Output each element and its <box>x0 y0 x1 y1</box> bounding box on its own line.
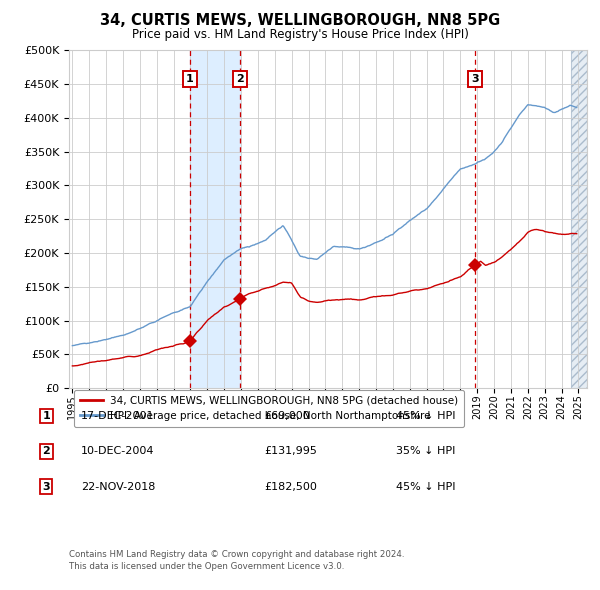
Text: 34, CURTIS MEWS, WELLINGBOROUGH, NN8 5PG: 34, CURTIS MEWS, WELLINGBOROUGH, NN8 5PG <box>100 13 500 28</box>
Bar <box>190 50 240 388</box>
Text: 17-DEC-2001: 17-DEC-2001 <box>81 411 155 421</box>
Text: £69,000: £69,000 <box>264 411 310 421</box>
Text: This data is licensed under the Open Government Licence v3.0.: This data is licensed under the Open Gov… <box>69 562 344 571</box>
Text: 45% ↓ HPI: 45% ↓ HPI <box>396 482 455 491</box>
Text: 2: 2 <box>43 447 50 456</box>
Bar <box>571 50 587 388</box>
Text: £131,995: £131,995 <box>264 447 317 456</box>
Bar <box>571 50 587 388</box>
Text: 1: 1 <box>186 74 194 84</box>
Text: 45% ↓ HPI: 45% ↓ HPI <box>396 411 455 421</box>
Text: Contains HM Land Registry data © Crown copyright and database right 2024.: Contains HM Land Registry data © Crown c… <box>69 550 404 559</box>
Legend: 34, CURTIS MEWS, WELLINGBOROUGH, NN8 5PG (detached house), HPI: Average price, d: 34, CURTIS MEWS, WELLINGBOROUGH, NN8 5PG… <box>74 389 464 427</box>
Text: 10-DEC-2004: 10-DEC-2004 <box>81 447 155 456</box>
Text: 2: 2 <box>236 74 244 84</box>
Text: 22-NOV-2018: 22-NOV-2018 <box>81 482 155 491</box>
Text: 3: 3 <box>472 74 479 84</box>
Text: 35% ↓ HPI: 35% ↓ HPI <box>396 447 455 456</box>
Text: Price paid vs. HM Land Registry's House Price Index (HPI): Price paid vs. HM Land Registry's House … <box>131 28 469 41</box>
Text: 3: 3 <box>43 482 50 491</box>
Text: 1: 1 <box>43 411 50 421</box>
Text: £182,500: £182,500 <box>264 482 317 491</box>
